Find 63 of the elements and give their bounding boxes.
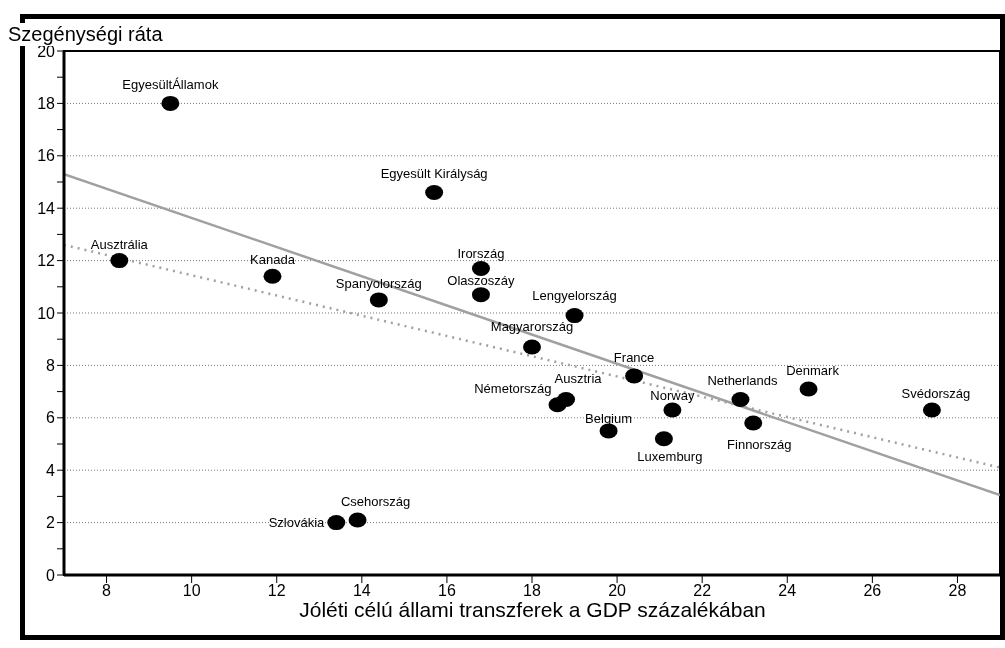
y-tick-label: 4 [46, 461, 56, 479]
annotation: Magyarország [490, 319, 574, 335]
x-tick-label: 24 [778, 582, 797, 600]
annotation: Irország [457, 246, 505, 262]
point [110, 253, 129, 269]
y-tick-label: 0 [46, 566, 56, 584]
annotation: EgyesültÁllamok [122, 77, 219, 93]
point [471, 287, 490, 303]
point [263, 268, 282, 284]
point [663, 402, 682, 418]
annotation: Olaszoszáy [447, 272, 516, 288]
annotation: Luxemburg [637, 448, 703, 464]
annotation: Svédország [901, 385, 971, 401]
annotation: Szlovákia [268, 514, 326, 530]
point [425, 184, 444, 200]
annotation: France [613, 349, 655, 365]
point [523, 339, 541, 355]
annotation: Netherlands [707, 373, 779, 389]
y-tick-label: 12 [37, 252, 56, 270]
point [599, 423, 618, 439]
y-tick-label: 2 [46, 514, 56, 532]
annotation: Finnország [727, 437, 792, 453]
point [548, 397, 567, 413]
point [471, 260, 490, 276]
annotation: Ausztria [554, 371, 603, 387]
point [348, 512, 367, 528]
annotation: Csehország [340, 493, 411, 509]
x-tick-label: 14 [352, 582, 371, 600]
annotation: Ausztrália [90, 236, 149, 252]
x-tick-label: 16 [438, 582, 456, 600]
x-tick-label: 28 [948, 582, 967, 600]
annotation: Németország [474, 380, 552, 396]
x-tick-label: 26 [863, 582, 882, 600]
annotation: Spanyolország [335, 275, 422, 291]
x-axis-title: Jóléti célú állami transzferek a GDP százalékában [298, 598, 767, 622]
annotation: Belgium [585, 410, 633, 426]
point [654, 431, 673, 447]
y-tick-label: 6 [46, 409, 56, 427]
x-tick-label: 18 [523, 582, 541, 600]
point [731, 391, 750, 407]
x-tick-label: 22 [693, 582, 712, 600]
annotation: Denmark [786, 362, 840, 378]
annotation: Lengyelország [532, 287, 617, 303]
point [625, 368, 644, 384]
point [161, 95, 180, 111]
point [744, 415, 763, 431]
x-tick-label: 8 [102, 582, 112, 600]
point [369, 292, 388, 308]
y-tick-label: 18 [37, 95, 56, 113]
point [565, 308, 584, 324]
point [327, 515, 346, 531]
y-tick-label: 10 [37, 304, 56, 322]
x-tick-label: 10 [182, 582, 201, 600]
y-tick-label: 8 [46, 357, 56, 375]
annotation: Kanada [250, 252, 296, 268]
x-tick-label: 12 [267, 582, 286, 600]
x-tick-label: 20 [608, 582, 627, 600]
y-tick-label: 16 [37, 147, 56, 165]
point [922, 402, 941, 418]
annotation: Norway [650, 387, 695, 403]
y-tick-label: 14 [37, 199, 56, 217]
annotation: Egyesült Királyság [380, 166, 488, 182]
point [799, 381, 818, 397]
